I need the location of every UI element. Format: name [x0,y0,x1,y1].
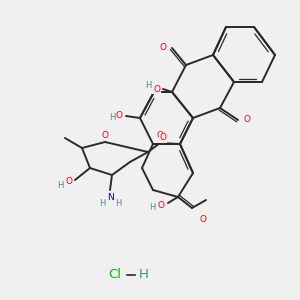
Text: O: O [160,44,167,52]
Text: H: H [99,200,105,208]
Text: Cl: Cl [109,268,122,281]
Text: O: O [65,178,72,187]
Text: H: H [150,203,156,212]
Text: H: H [115,200,121,208]
Text: O: O [200,215,207,224]
Text: O: O [243,116,250,124]
Text: H: H [109,113,115,122]
Text: O: O [116,112,123,121]
Text: O: O [101,130,109,140]
Text: N: N [106,194,113,202]
Text: O: O [160,134,167,142]
Text: H: H [139,268,149,281]
Text: O: O [157,200,164,209]
Text: H: H [58,181,64,190]
Text: O: O [157,131,164,140]
Text: H: H [146,82,152,91]
Text: O: O [153,85,160,94]
